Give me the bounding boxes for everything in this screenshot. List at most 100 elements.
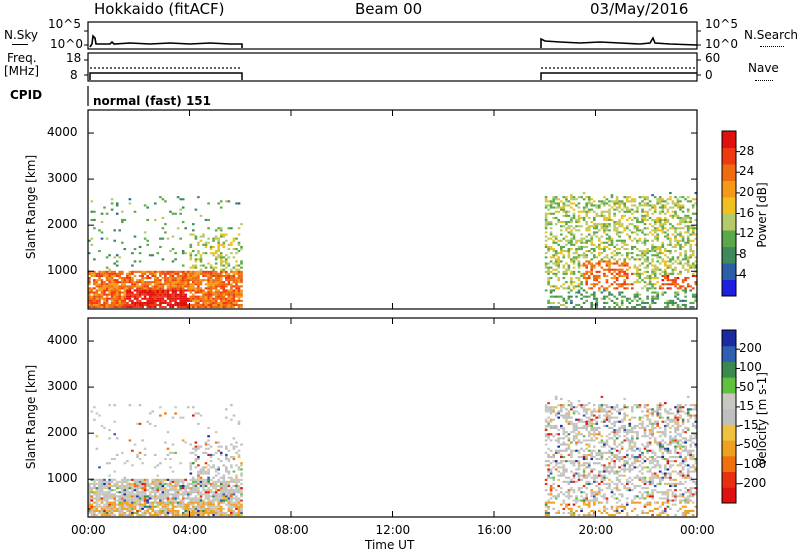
- radar-cell: [209, 482, 213, 485]
- radar-cell: [590, 424, 593, 427]
- radar-cell: [143, 482, 147, 485]
- radar-cell: [214, 299, 218, 302]
- radar-cell: [90, 487, 94, 490]
- radar-cell: [222, 245, 226, 248]
- radar-cell: [98, 295, 101, 298]
- radar-cell: [90, 295, 94, 298]
- radar-cell: [676, 216, 680, 219]
- radar-cell: [184, 489, 187, 492]
- radar-cell: [100, 485, 104, 488]
- radar-cell: [547, 200, 550, 203]
- radar-cell: [240, 495, 243, 498]
- radar-cell: [235, 491, 238, 494]
- radar-cell: [549, 237, 553, 240]
- radar-cell: [626, 196, 629, 199]
- radar-cell: [100, 237, 104, 240]
- radar-cell: [618, 499, 621, 502]
- radar-cell: [184, 511, 187, 514]
- radar-cell: [108, 254, 111, 257]
- radar-cell: [582, 485, 586, 488]
- radar-cell: [544, 239, 548, 242]
- radar-cell: [638, 297, 642, 300]
- radar-cell: [154, 505, 157, 508]
- radar-cell: [686, 285, 690, 288]
- radar-cell: [671, 270, 675, 273]
- radar-cell: [222, 283, 226, 286]
- radar-cell: [126, 505, 129, 508]
- radar-cell: [593, 297, 596, 300]
- radar-cell: [631, 218, 634, 221]
- radar-cell: [179, 270, 182, 273]
- radar-cell: [575, 225, 578, 228]
- radar-cell: [199, 287, 203, 290]
- radar-cell: [151, 287, 154, 290]
- radar-cell: [219, 299, 223, 302]
- radar-cell: [143, 285, 147, 288]
- radar-cell: [156, 509, 160, 512]
- radar-cell: [593, 223, 596, 226]
- radar-cell: [171, 505, 175, 508]
- radar-cell: [603, 418, 606, 421]
- radar-cell: [108, 505, 111, 508]
- radar-cell: [567, 453, 571, 456]
- radar-cell: [679, 252, 682, 255]
- radar-cell: [230, 404, 233, 407]
- radar-cell: [603, 241, 606, 244]
- radar-cell: [169, 250, 172, 253]
- radar-cell: [187, 270, 190, 273]
- radar-cell: [554, 426, 558, 429]
- radar-cell: [653, 218, 657, 221]
- radar-cell: [212, 453, 215, 456]
- radar-cell: [613, 420, 616, 423]
- radar-cell: [572, 208, 576, 211]
- radar-cell: [237, 491, 241, 494]
- radar-cell: [136, 491, 139, 494]
- radar-cell: [633, 281, 637, 284]
- radar-cell: [618, 202, 621, 205]
- radar-cell: [628, 235, 632, 238]
- radar-cell: [613, 245, 616, 248]
- radar-cell: [598, 416, 601, 419]
- radar-cell: [605, 274, 609, 277]
- radar-cell: [100, 491, 104, 494]
- radar-cell: [618, 429, 621, 432]
- radar-cell: [674, 237, 677, 240]
- radar-cell: [105, 505, 109, 508]
- radar-cell: [580, 306, 583, 309]
- radar-cell: [141, 482, 144, 485]
- radar-cell: [615, 485, 619, 488]
- radar-cell: [123, 218, 127, 221]
- radar-cell: [666, 264, 670, 267]
- radar-cell: [121, 503, 124, 506]
- radar-cell: [593, 501, 596, 504]
- radar-cell: [638, 293, 642, 296]
- radar-cell: [565, 239, 568, 242]
- radar-cell: [585, 422, 588, 425]
- radar-cell: [98, 495, 101, 498]
- radar-cell: [669, 443, 672, 446]
- radar-cell: [202, 297, 205, 300]
- radar-cell: [202, 235, 205, 238]
- radar-cell: [562, 414, 566, 417]
- radar-cell: [204, 270, 208, 273]
- radar-cell: [587, 466, 591, 469]
- radar-cell: [636, 476, 639, 479]
- radar-cell: [646, 256, 649, 259]
- radar-cell: [146, 505, 149, 508]
- radar-cell: [608, 264, 611, 267]
- radar-cell: [108, 306, 111, 309]
- radar-cell: [666, 472, 670, 475]
- radar-cell: [156, 285, 160, 288]
- radar-cell: [608, 514, 611, 517]
- radar-cell: [230, 489, 233, 492]
- radar-cell: [549, 462, 553, 465]
- radar-cell: [628, 476, 632, 479]
- radar-cell: [567, 507, 571, 510]
- radar-cell: [658, 250, 662, 253]
- radar-cell: [214, 281, 218, 284]
- radar-cell: [626, 431, 629, 434]
- radar-cell: [664, 447, 667, 450]
- radar-cell: [664, 441, 667, 444]
- radar-cell: [565, 416, 568, 419]
- radar-cell: [628, 458, 632, 461]
